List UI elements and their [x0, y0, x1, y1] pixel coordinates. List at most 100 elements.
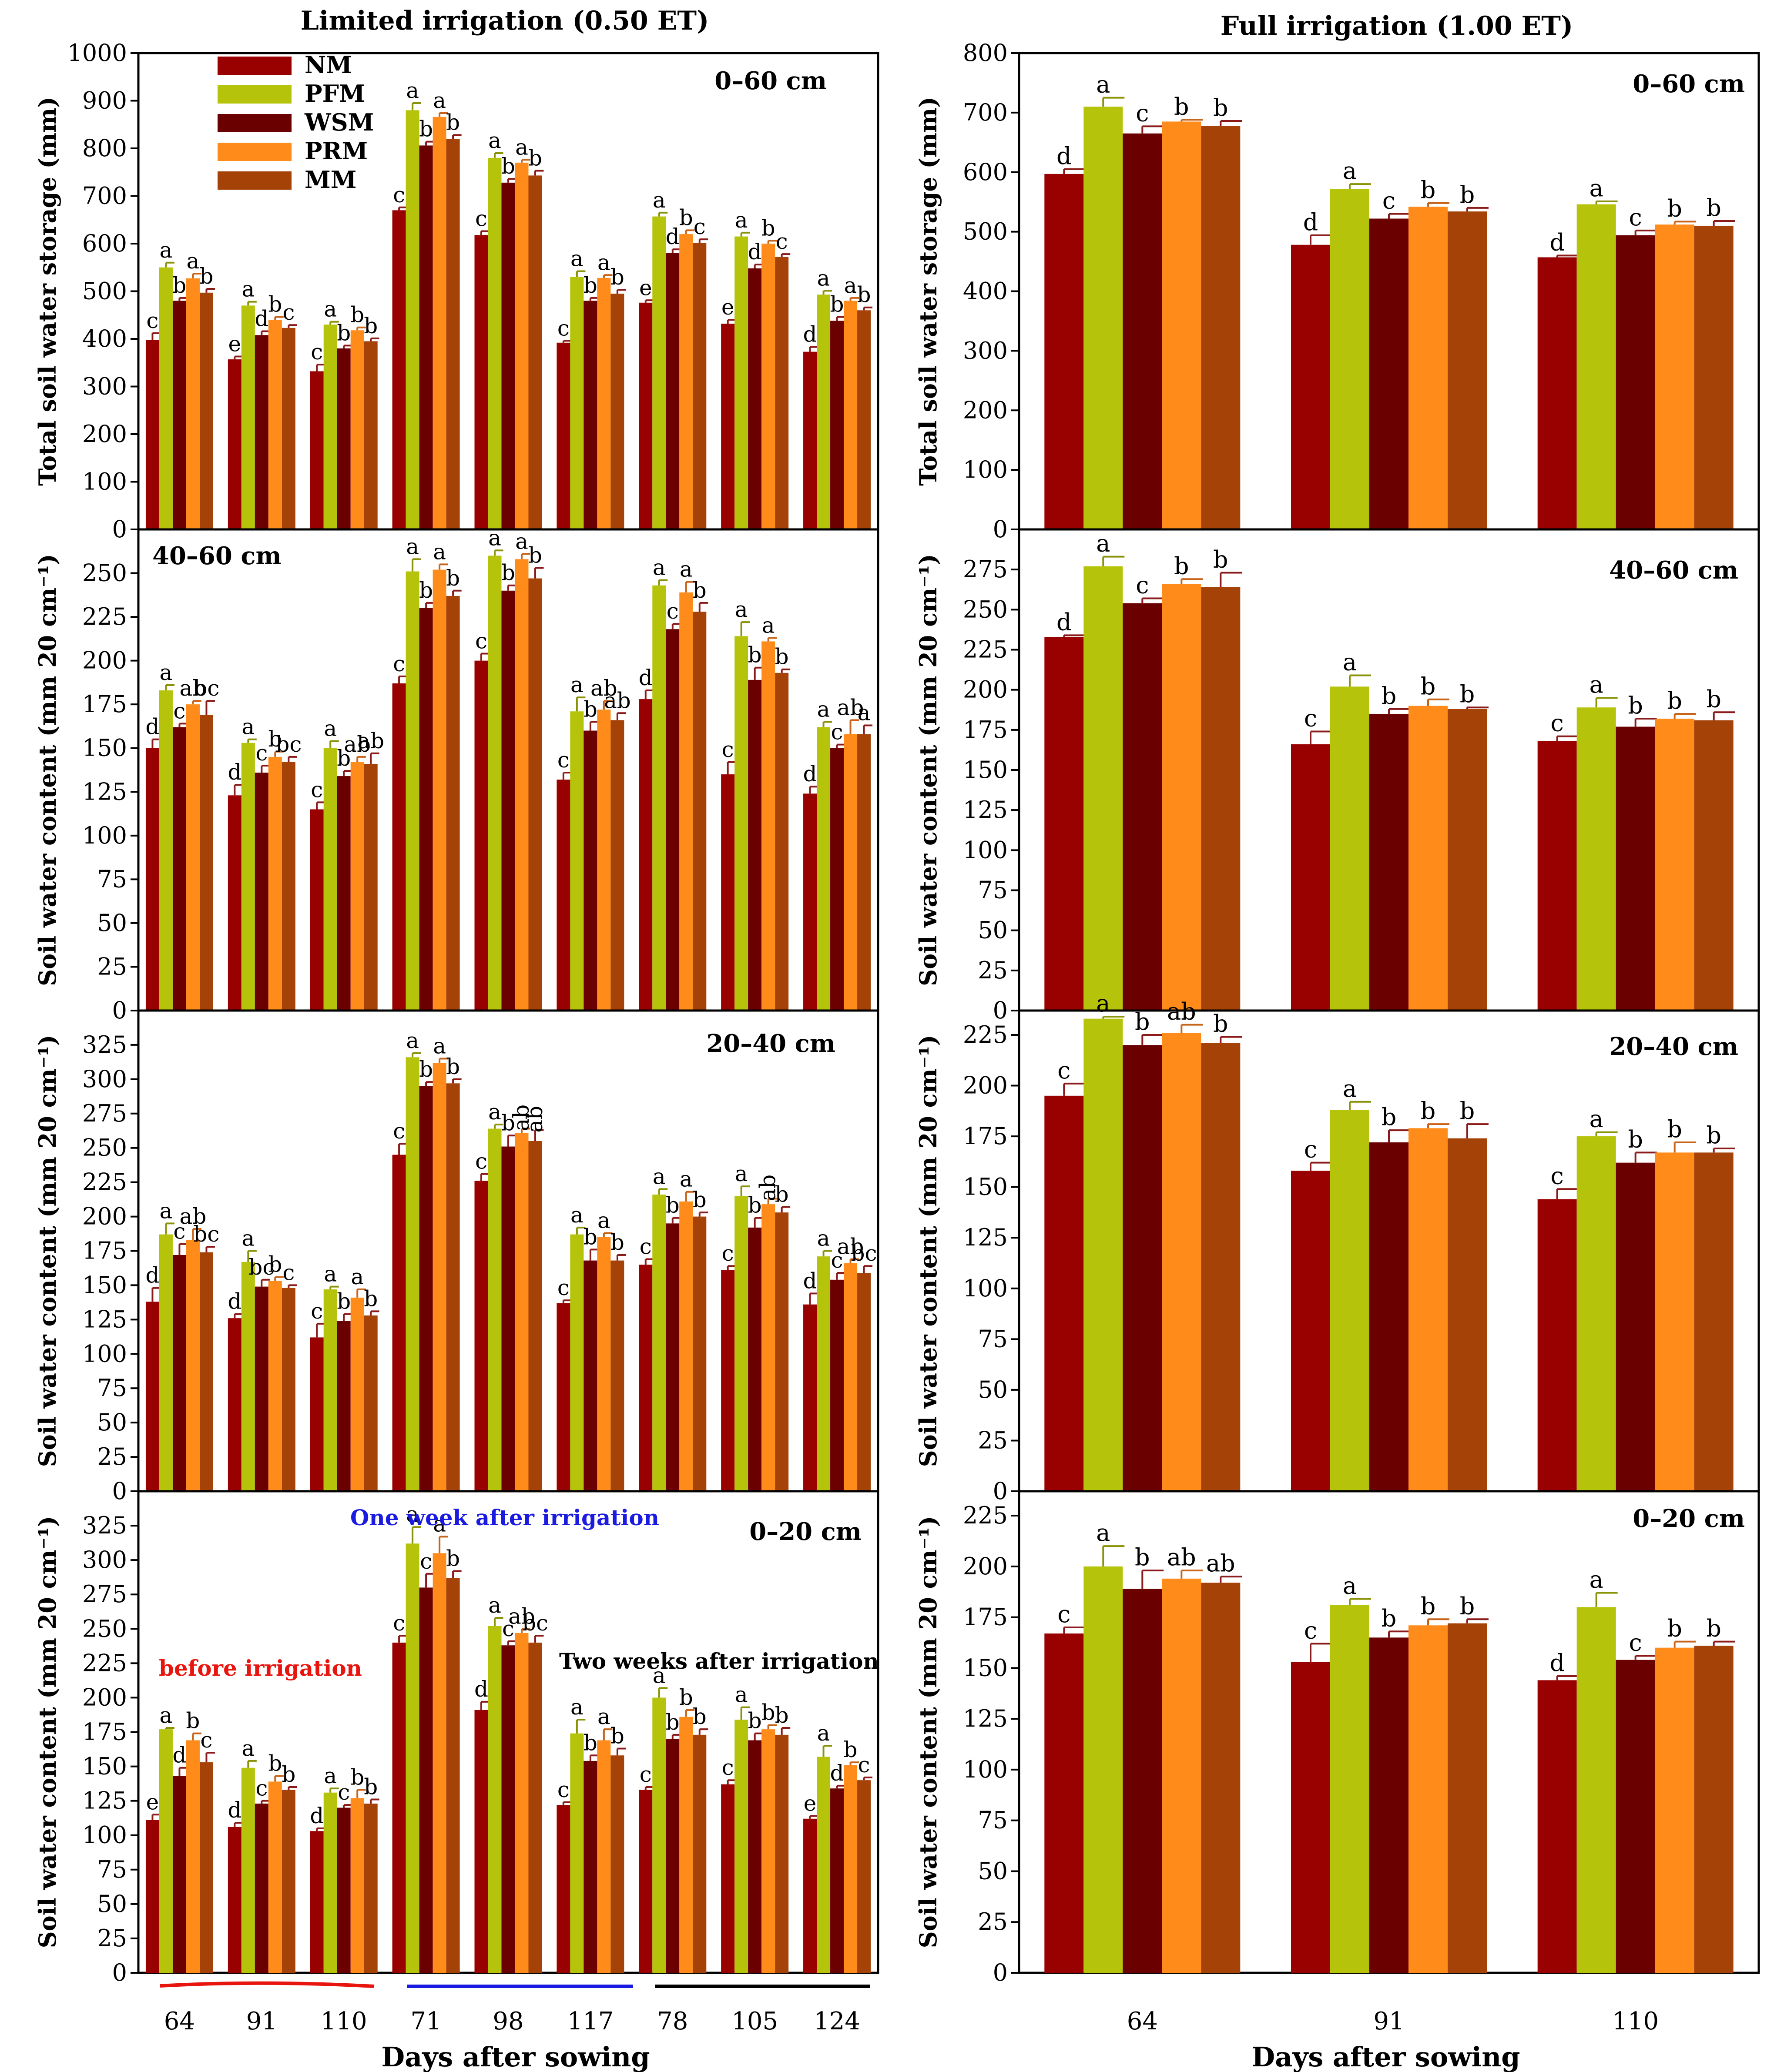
significance-letter: b — [748, 1708, 762, 1734]
significance-letter: a — [1096, 990, 1110, 1017]
bar-PRM-124 — [844, 1765, 858, 1973]
bar-PFM-64 — [159, 1729, 173, 1973]
significance-letter: d — [1056, 142, 1072, 170]
bar-MM-64 — [1201, 1043, 1241, 1491]
bar-PFM-91 — [241, 305, 255, 529]
significance-letter: a — [653, 1663, 666, 1688]
significance-letter: c — [557, 315, 570, 341]
chart-panel-L1: 0 25 50 75 100 125 150 175 200 225 250 Soil water c… — [34, 525, 879, 1024]
significance-letter: bc — [275, 732, 302, 757]
y-tick-label: 225 — [963, 636, 1008, 663]
significance-letter: b — [1213, 546, 1228, 573]
depth-label: 20–40 cm — [706, 1029, 835, 1058]
bar-WSM-71 — [419, 608, 433, 1011]
bar-WSM-98 — [501, 1146, 515, 1491]
y-tick-label: 300 — [82, 1065, 127, 1093]
bar-PRM-91 — [1408, 706, 1448, 1011]
significance-letter: a — [433, 1511, 446, 1536]
significance-letter: ab — [837, 1234, 864, 1259]
significance-letter: c — [282, 300, 295, 325]
bar-WSM-110 — [337, 348, 351, 529]
significance-letter: ab — [755, 1175, 781, 1202]
bar-PRM-110 — [350, 1798, 364, 1973]
y-tick-label: 400 — [963, 278, 1008, 305]
significance-letter: b — [501, 1110, 515, 1135]
bar-WSM-124 — [830, 1279, 844, 1491]
y-tick-label: 50 — [97, 1409, 127, 1436]
bar-WSM-117 — [583, 1260, 597, 1491]
significance-letter: c — [1304, 1617, 1317, 1644]
significance-letter: a — [241, 277, 255, 302]
bar-MM-91 — [282, 1790, 295, 1973]
y-axis-label: Soil water content (mm 20 cm⁻¹) — [914, 1035, 942, 1467]
x-tick-label: 78 — [657, 2007, 688, 2035]
bar-NM-105 — [721, 1784, 735, 1973]
significance-letter: b — [419, 578, 433, 603]
significance-letter: d — [803, 761, 817, 787]
bar-MM-105 — [775, 1212, 789, 1491]
significance-letter: d — [310, 1803, 324, 1828]
bar-WSM-91 — [255, 335, 268, 529]
significance-letter: a — [570, 1694, 583, 1720]
significance-letter: a — [433, 539, 446, 564]
depth-label: 0–60 cm — [1633, 70, 1745, 98]
significance-letter: c — [831, 1248, 843, 1273]
bar-WSM-78 — [666, 629, 680, 1011]
significance-letter: c — [420, 1549, 432, 1574]
bar-PRM-91 — [1408, 1625, 1448, 1973]
significance-letter: b — [1421, 176, 1436, 204]
bar-PRM-110 — [1655, 224, 1694, 529]
significance-letter: c — [1629, 1629, 1642, 1656]
bar-PFM-91 — [241, 743, 255, 1011]
bar-WSM-98 — [501, 182, 515, 530]
y-tick-label: 200 — [82, 647, 127, 674]
significance-letter: c — [311, 339, 323, 365]
bar-PRM-64 — [186, 704, 200, 1011]
annotation-one-week: One week after irrigation — [350, 1505, 659, 1530]
bar-NM-78 — [639, 699, 653, 1011]
significance-letter: b — [748, 1193, 762, 1218]
y-tick-label: 200 — [82, 1203, 127, 1230]
significance-letter: a — [241, 1226, 255, 1251]
bar-WSM-78 — [666, 253, 680, 529]
significance-letter: b — [844, 1737, 858, 1762]
y-tick-label: 50 — [978, 917, 1008, 944]
bar-PFM-78 — [652, 585, 666, 1011]
bar-PRM-124 — [844, 301, 858, 529]
significance-letter: c — [502, 1616, 514, 1641]
significance-letter: b — [268, 1751, 282, 1776]
bar-MM-64 — [1201, 587, 1241, 1011]
bar-NM-64 — [1044, 637, 1084, 1011]
y-tick-label: 200 — [963, 396, 1008, 424]
chart-panel-L2: 0 25 50 75 100 125 150 175 200 225 250 275 300 325 Soi… — [34, 1009, 879, 1505]
y-tick-label: 700 — [82, 182, 127, 210]
y-tick-label: 25 — [97, 953, 127, 980]
y-tick-label: 275 — [82, 1580, 127, 1608]
significance-letter: b — [1213, 1010, 1228, 1038]
significance-letter: a — [406, 1502, 419, 1527]
y-tick-label: 0 — [112, 997, 127, 1024]
bar-PRM-64 — [1162, 121, 1201, 529]
bar-PFM-105 — [734, 1720, 748, 1973]
bar-PRM-78 — [679, 1717, 693, 1973]
bar-PRM-91 — [268, 320, 282, 529]
bar-PRM-64 — [1162, 1578, 1201, 1973]
bar-PRM-64 — [186, 1740, 200, 1973]
y-tick-label: 275 — [963, 556, 1008, 583]
significance-letter: b — [583, 273, 597, 298]
bar-MM-78 — [693, 1734, 707, 1973]
bar-PRM-71 — [433, 569, 446, 1011]
bar-NM-91 — [1291, 744, 1330, 1011]
significance-letter: c — [557, 1777, 570, 1802]
bar-WSM-110 — [1616, 1660, 1655, 1973]
y-tick-label: 25 — [97, 1443, 127, 1470]
before-irrigation-bracket — [160, 1981, 375, 1988]
bar-NM-91 — [1291, 1662, 1330, 1973]
significance-letter: b — [610, 264, 624, 290]
y-axis-label: Soil water content (mm 20 cm⁻¹) — [34, 554, 61, 986]
y-tick-label: 325 — [82, 1512, 127, 1539]
bar-WSM-124 — [830, 748, 844, 1011]
significance-letter: c — [1551, 710, 1564, 737]
significance-letter: b — [1667, 1615, 1682, 1642]
